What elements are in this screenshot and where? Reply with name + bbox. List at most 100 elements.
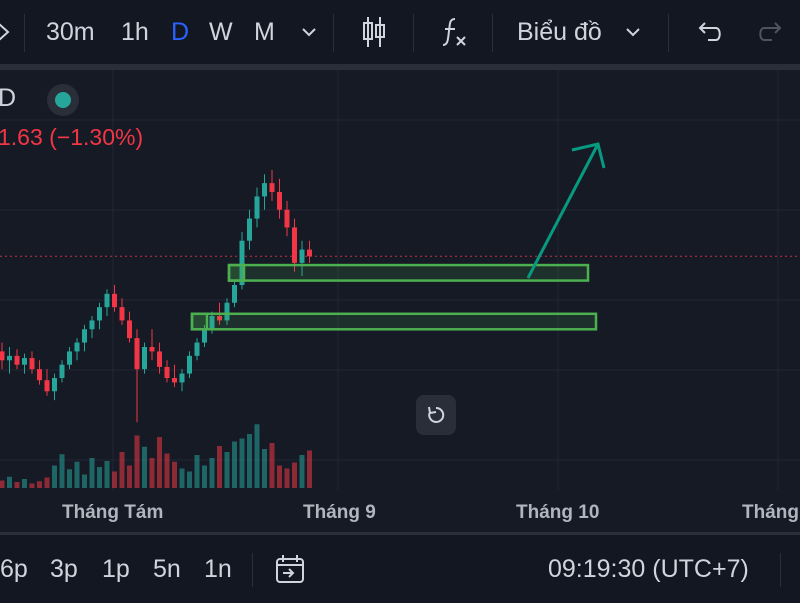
chevron-down-icon[interactable]	[298, 0, 320, 64]
bottom-divider	[780, 553, 781, 587]
status-indicator	[55, 92, 71, 108]
toolbar-divider	[492, 14, 493, 52]
volume-bar	[149, 458, 155, 488]
volume-bar	[164, 453, 170, 488]
arrow-line	[526, 143, 600, 279]
candle-body	[194, 342, 200, 356]
candle-body	[307, 249, 312, 257]
volume-bar	[284, 468, 290, 488]
candle-body	[254, 196, 260, 219]
volume-bar	[14, 482, 20, 488]
candle-body	[284, 209, 290, 228]
market-status-dot[interactable]	[47, 84, 79, 116]
volume-bar	[194, 455, 200, 488]
time-label: Tháng 10	[516, 502, 600, 523]
volume-bar	[299, 455, 305, 488]
range-6p[interactable]: 6p	[0, 554, 28, 583]
toolbar-divider	[668, 14, 669, 52]
candle-body	[112, 293, 117, 308]
symbol-name[interactable]: D	[0, 84, 17, 112]
candle-body	[104, 293, 110, 308]
chart-type-dropdown[interactable]: Biểu đồ	[517, 17, 602, 46]
volume-bars	[0, 424, 312, 488]
volume-bar	[104, 461, 110, 488]
candlestick-icon[interactable]	[358, 0, 390, 64]
candle-body	[97, 307, 102, 321]
candle-body	[7, 355, 12, 361]
volume-bar	[247, 434, 252, 488]
volume-bar	[82, 474, 87, 488]
candle-body	[172, 378, 177, 383]
candle-body	[74, 342, 80, 352]
candle-body	[187, 355, 192, 374]
candle-body	[209, 316, 215, 330]
range-1n[interactable]: 1n	[204, 554, 232, 583]
candle-body	[277, 192, 282, 210]
range-3p[interactable]: 3p	[50, 554, 78, 583]
interval-1h[interactable]: 1h	[121, 17, 149, 46]
volume-bar	[209, 458, 215, 488]
candle-body	[157, 351, 162, 367]
zone-anchor	[227, 263, 246, 282]
volume-bar	[254, 424, 260, 488]
time-label: Tháng	[742, 502, 799, 523]
interval-week[interactable]: W	[209, 17, 233, 46]
chevron-left-icon[interactable]	[0, 0, 14, 64]
volume-bar	[277, 465, 282, 488]
indicators-fx-icon[interactable]	[438, 0, 470, 64]
candle-body	[269, 183, 275, 192]
arrow-head	[571, 142, 606, 169]
volume-bar	[134, 435, 140, 488]
candle-body	[52, 378, 57, 392]
toolbar-divider	[24, 14, 25, 52]
calendar-goto-icon[interactable]	[274, 535, 306, 603]
volume-bar	[127, 465, 132, 488]
candle-body	[247, 218, 252, 241]
candle-body	[59, 364, 65, 378]
candle-body	[29, 358, 35, 370]
candle-body	[134, 338, 140, 370]
volume-bar	[187, 471, 192, 488]
time-label: Tháng Tám	[62, 502, 164, 523]
drawing-zones	[190, 263, 598, 331]
range-1p[interactable]: 1p	[102, 554, 130, 583]
candle-body	[142, 347, 147, 370]
price-chart[interactable]	[0, 70, 800, 532]
time-label: Tháng 9	[303, 502, 376, 523]
volume-bar	[232, 441, 237, 488]
candle-body	[14, 355, 20, 365]
candle-body	[202, 329, 207, 343]
candle-body	[217, 316, 222, 321]
candle-body	[179, 373, 185, 383]
undo-icon[interactable]	[692, 0, 724, 64]
interval-month[interactable]: M	[254, 17, 275, 46]
zone-anchor	[190, 312, 209, 331]
reset-chart-button[interactable]	[416, 395, 456, 435]
candle-body	[239, 240, 245, 285]
range-5n[interactable]: 5n	[153, 554, 181, 583]
candle-body	[119, 307, 125, 321]
volume-bar	[22, 479, 27, 488]
trend-arrow	[526, 142, 606, 279]
redo-icon[interactable]	[756, 0, 788, 64]
candle-body	[89, 320, 95, 330]
chart-pane[interactable]	[0, 70, 800, 532]
interval-30m[interactable]: 30m	[46, 17, 95, 46]
toolbar-divider	[413, 14, 414, 52]
volume-bar	[202, 465, 207, 488]
clock-timezone[interactable]: 09:19:30 (UTC+7)	[548, 554, 749, 583]
chevron-down-icon[interactable]	[622, 0, 644, 64]
toolbar-divider	[333, 14, 334, 52]
candle-body	[224, 302, 230, 321]
reset-icon	[428, 406, 445, 423]
volume-bar	[119, 452, 125, 488]
candle-body	[299, 249, 305, 263]
interval-day[interactable]: D	[171, 17, 190, 46]
candle-body	[232, 285, 237, 303]
volume-bar	[269, 443, 275, 488]
candle-body	[292, 227, 297, 263]
volume-bar	[97, 467, 102, 488]
candle-body	[127, 320, 132, 339]
bottom-divider	[252, 553, 253, 587]
candle-body	[0, 351, 5, 361]
